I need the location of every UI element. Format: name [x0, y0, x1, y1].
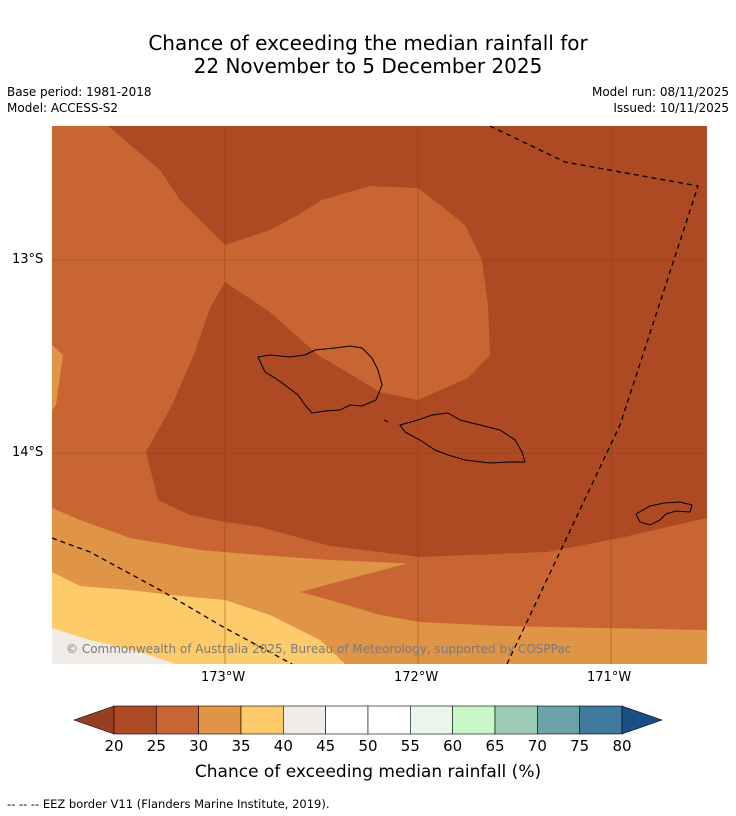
eez-line-east: [489, 126, 699, 664]
lat-tick-13s: 13°S: [12, 252, 44, 267]
colorbar-swatch: [113, 705, 157, 735]
colorbar-tick-label: 75: [570, 737, 590, 755]
colorbar-swatch: [494, 705, 538, 735]
colorbar-tick-label: 35: [231, 737, 251, 755]
eez-border: [52, 126, 699, 664]
chart-title-line1: Chance of exceeding the median rainfall …: [148, 31, 588, 55]
colorbar-swatch: [410, 705, 453, 735]
colorbar-extend-low: [73, 705, 115, 735]
colorbar-tick-label: 70: [527, 737, 547, 755]
colorbar-tick-label: 30: [189, 737, 209, 755]
colorbar-tick-label: 60: [443, 737, 463, 755]
colorbar-swatch: [240, 705, 284, 735]
colorbar-swatch: [198, 705, 242, 735]
colorbar-swatch: [325, 705, 369, 735]
colorbar-title: Chance of exceeding median rainfall (%): [194, 762, 542, 782]
colorbar-swatch: [367, 705, 411, 735]
eez-line-sw: [52, 537, 293, 664]
lat-tick-14s: 14°S: [12, 445, 44, 460]
region-35-40-west: [52, 345, 63, 410]
lon-tick-172w: 172°W: [394, 670, 439, 685]
colorbar-tick-label: 65: [485, 737, 505, 755]
lon-tick-173w: 173°W: [201, 670, 246, 685]
coastlines: [257, 345, 693, 526]
lon-tick-171w: 171°W: [587, 670, 632, 685]
copyright-notice: © Commonwealth of Australia 2025, Bureau…: [66, 642, 571, 656]
chart-title-line2: 22 November to 5 December 2025: [193, 54, 543, 78]
region-35-40: [52, 572, 345, 664]
colorbar-tick-label: 25: [146, 737, 166, 755]
colorbar-tick-label: 40: [273, 737, 293, 755]
region-40-45: [52, 628, 175, 664]
colorbar-swatch: [579, 705, 623, 735]
colorbar: [73, 705, 663, 735]
issued-date: Issued: 10/11/2025: [613, 101, 729, 115]
colorbar-tick-label: 50: [358, 737, 378, 755]
colorbar-tick-label: 45: [316, 737, 336, 755]
colorbar-swatch: [452, 705, 496, 735]
model-name: Model: ACCESS-S2: [7, 101, 119, 115]
savaii-island: [257, 345, 383, 414]
colorbar-tick-label: 80: [612, 737, 632, 755]
manono-islet: [383, 419, 389, 423]
model-run: Model run: 08/11/2025: [591, 85, 729, 99]
base-period: Base period: 1981-2018: [7, 85, 152, 99]
colorbar-extend-high: [621, 705, 663, 735]
colorbar-swatch: [156, 705, 199, 735]
region-20-25: [108, 126, 707, 557]
colorbar-tick-label: 20: [104, 737, 124, 755]
tutuila-island: [635, 501, 693, 526]
colorbar-swatch: [537, 705, 580, 735]
region-25-30-south: [300, 518, 707, 630]
colorbar-tick-label: 55: [400, 737, 420, 755]
eez-footnote: -- -- -- EEZ border V11 (Flanders Marine…: [7, 797, 330, 811]
map-panel: © Commonwealth of Australia 2025, Bureau…: [52, 126, 707, 664]
gridlines: [52, 126, 707, 664]
colorbar-swatch: [283, 705, 326, 735]
upolu-island: [399, 412, 526, 464]
